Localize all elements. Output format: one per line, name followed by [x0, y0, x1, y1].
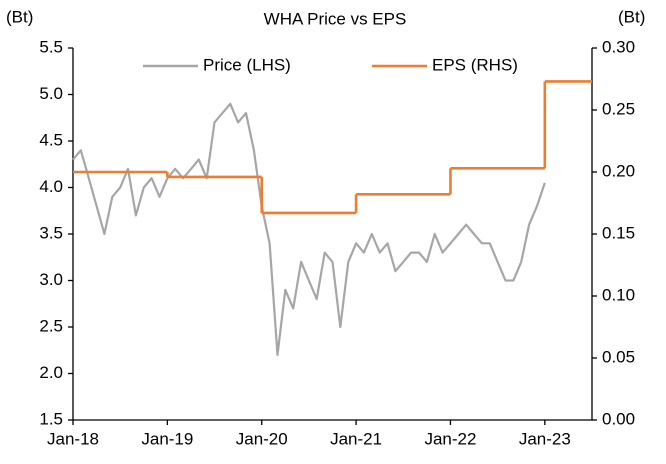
price-line	[72, 102, 546, 356]
y-tick-label: 5.5	[39, 37, 63, 56]
y2-tick-label: 0.15	[602, 223, 635, 242]
legend-label: EPS (RHS)	[432, 55, 518, 74]
y-tick-label: 2.0	[39, 363, 63, 382]
x-tick-label: Jan-18	[47, 429, 99, 448]
x-tick-label: Jan-19	[141, 429, 193, 448]
y-tick-label: 3.0	[39, 270, 63, 289]
y2-tick-label: 0.20	[602, 161, 635, 180]
x-tick-label: Jan-22	[424, 429, 476, 448]
x-tick-label: Jan-23	[519, 429, 571, 448]
y2-tick-label: 0.00	[602, 409, 635, 428]
legend-label: Price (LHS)	[203, 55, 291, 74]
y-tick-label: 5.0	[39, 84, 63, 103]
y2-tick-label: 0.10	[602, 285, 635, 304]
y2-tick-label: 0.05	[602, 347, 635, 366]
x-tick-label: Jan-21	[330, 429, 382, 448]
y2-tick-label: 0.25	[602, 99, 635, 118]
chart-title: WHA Price vs EPS	[264, 9, 407, 28]
y2-tick-label: 0.30	[602, 37, 635, 56]
y-tick-label: 4.0	[39, 177, 63, 196]
y2-axis-label: (Bt)	[618, 7, 645, 26]
y-tick-label: 1.5	[39, 409, 63, 428]
y-axis-label: (Bt)	[6, 7, 33, 26]
x-tick-label: Jan-20	[236, 429, 288, 448]
y-tick-label: 2.5	[39, 316, 63, 335]
y-tick-label: 4.5	[39, 130, 63, 149]
y-tick-label: 3.5	[39, 223, 63, 242]
